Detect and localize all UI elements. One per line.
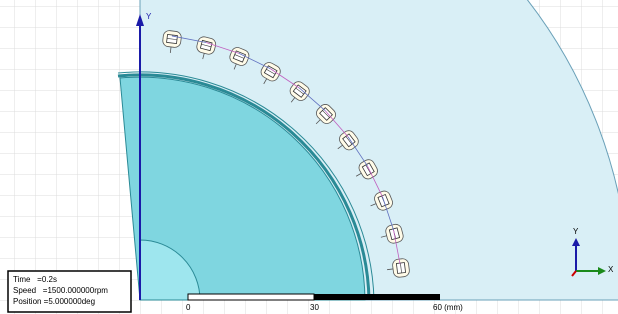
scale-bar-white bbox=[188, 294, 314, 300]
info-position: Position =5.000000deg bbox=[13, 297, 95, 306]
scale-label: 30 bbox=[310, 303, 319, 312]
triad-y-label: Y bbox=[573, 227, 579, 236]
page: Y Time =0.2s Speed =1500.000000rpm Posit… bbox=[0, 0, 618, 314]
model-view: Y Time =0.2s Speed =1500.000000rpm Posit… bbox=[0, 0, 618, 314]
info-time: Time =0.2s bbox=[13, 275, 57, 284]
scale-label: 0 bbox=[186, 303, 191, 312]
y-axis-label: Y bbox=[146, 12, 152, 21]
scale-label: 60 (mm) bbox=[433, 303, 463, 312]
info-speed: Speed =1500.000000rpm bbox=[13, 286, 108, 295]
triad-x-label: X bbox=[608, 265, 614, 274]
scale-bar-black bbox=[314, 294, 440, 300]
